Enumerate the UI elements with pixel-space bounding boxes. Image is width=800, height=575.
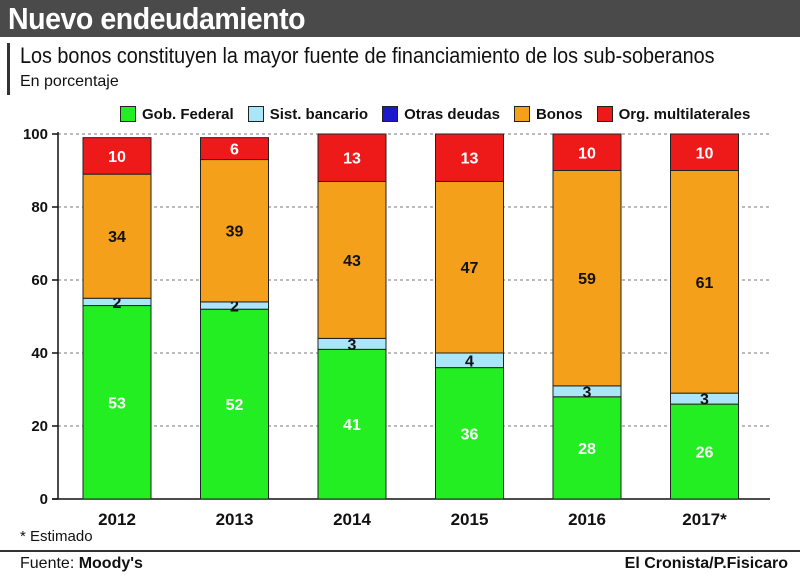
bar-label-2016-org-multilaterales: 10 <box>578 145 596 162</box>
y-tick-label-100: 100 <box>23 126 48 143</box>
bar-2015-gob-federal <box>435 367 504 500</box>
bar-label-2016-gob-federal: 28 <box>578 441 596 458</box>
x-tick-label-2013: 2013 <box>216 510 254 529</box>
bar-label-2014-gob-federal: 41 <box>343 417 361 434</box>
legend-label-bonos: Bonos <box>535 105 583 123</box>
source-name: Moody's <box>78 555 143 572</box>
bar-label-2017*-bonos: 61 <box>696 275 714 292</box>
bar-label-2012-org-multilaterales: 10 <box>108 149 126 166</box>
legend-item-gob-federal: Gob. Federal <box>120 106 234 123</box>
left-accent-rule <box>7 43 10 95</box>
bar-2012-gob-federal <box>82 305 152 500</box>
bar-label-2016-bonos: 59 <box>578 271 596 288</box>
bar-2017*-gob-federal <box>670 403 739 500</box>
bar-label-2015-sist-bancario: 4 <box>465 353 474 370</box>
bar-2016-gob-federal <box>552 396 622 500</box>
legend-item-org-multilaterales: Org. multilaterales <box>596 105 751 123</box>
x-tick-label-2012: 2012 <box>98 510 136 529</box>
legend-swatch-otras-deudas <box>382 106 399 122</box>
legend-label-org-multilaterales: Org. multilaterales <box>618 105 751 123</box>
bar-label-2013-gob-federal: 52 <box>226 397 244 414</box>
legend-swatch-gob-federal <box>120 106 136 122</box>
bar-2014-bonos <box>317 180 387 339</box>
y-tick-label-20: 20 <box>31 418 48 435</box>
bar-label-2017*-sist-bancario: 3 <box>700 392 709 409</box>
chart-title: Nuevo endeudamiento <box>8 1 306 36</box>
source-prefix: Fuente: <box>20 555 79 572</box>
legend-swatch-bonos <box>513 106 530 122</box>
bar-label-2017*-gob-federal: 26 <box>696 445 714 462</box>
credit-line: El Cronista/P.Fisicaro <box>624 555 788 572</box>
legend-label-gob-federal: Gob. Federal <box>142 105 234 123</box>
bar-2014-gob-federal <box>317 348 387 500</box>
x-tick-label-2017*: 2017* <box>682 510 727 529</box>
bar-label-2017*-org-multilaterales: 10 <box>696 145 714 162</box>
legend-swatch-sist-bancario <box>247 106 264 122</box>
bar-label-2014-org-multilaterales: 13 <box>343 151 361 168</box>
bar-2017*-bonos <box>670 170 739 394</box>
bar-2013-bonos <box>200 159 269 303</box>
bar-label-2015-org-multilaterales: 13 <box>461 151 479 168</box>
y-tick-label-40: 40 <box>31 345 48 362</box>
x-tick-label-2015: 2015 <box>451 510 489 529</box>
bar-2014-org-multilaterales <box>317 133 387 182</box>
x-tick-label-2014: 2014 <box>333 510 371 529</box>
units-label: En porcentaje <box>20 73 119 90</box>
legend-swatch-org-multilaterales <box>596 106 613 122</box>
bar-2013-org-multilaterales <box>200 137 269 161</box>
source-line: Fuente: Moody's <box>20 555 143 573</box>
legend-label-sist-bancario: Sist. bancario <box>269 105 369 123</box>
y-tick-label-60: 60 <box>31 272 48 289</box>
legend-label-otras-deudas: Otras deudas <box>404 105 500 123</box>
bar-2015-bonos <box>435 180 504 354</box>
bar-2013-gob-federal <box>200 308 269 500</box>
bar-label-2012-sist-bancario: 2 <box>113 295 122 312</box>
y-tick-label-80: 80 <box>31 199 48 216</box>
bar-2016-bonos <box>552 170 622 387</box>
bar-label-2014-sist-bancario: 3 <box>348 337 357 354</box>
bar-label-2015-gob-federal: 36 <box>461 426 479 443</box>
legend: Gob. Federal Sist. bancario Otras deudas… <box>120 103 764 125</box>
bar-label-2015-bonos: 47 <box>461 260 479 277</box>
legend-item-bonos: Bonos <box>513 105 583 123</box>
footer-rule <box>0 550 800 552</box>
bar-label-2013-bonos: 39 <box>226 224 244 241</box>
bar-2017*-org-multilaterales <box>670 133 739 171</box>
x-tick-label-2016: 2016 <box>568 510 606 529</box>
legend-item-sist-bancario: Sist. bancario <box>247 105 369 123</box>
bar-label-2013-sist-bancario: 2 <box>230 299 239 316</box>
legend-item-otras-deudas: Otras deudas <box>382 106 500 123</box>
estimate-note: * Estimado <box>20 528 93 545</box>
chart-subtitle: Los bonos constituyen la mayor fuente de… <box>20 43 715 68</box>
y-tick-label-0: 0 <box>40 491 48 508</box>
bar-label-2016-sist-bancario: 3 <box>583 384 592 401</box>
bar-label-2014-bonos: 43 <box>343 253 361 270</box>
bar-2016-org-multilaterales <box>552 133 622 171</box>
bar-2012-org-multilaterales <box>82 137 152 175</box>
bar-label-2012-bonos: 34 <box>108 229 126 246</box>
bar-2015-org-multilaterales <box>435 133 504 182</box>
title-bar: Nuevo endeudamiento <box>0 0 800 37</box>
bar-label-2012-gob-federal: 53 <box>108 395 126 412</box>
bar-2012-bonos <box>82 173 152 299</box>
bar-label-2013-org-multilaterales: 6 <box>230 142 239 159</box>
